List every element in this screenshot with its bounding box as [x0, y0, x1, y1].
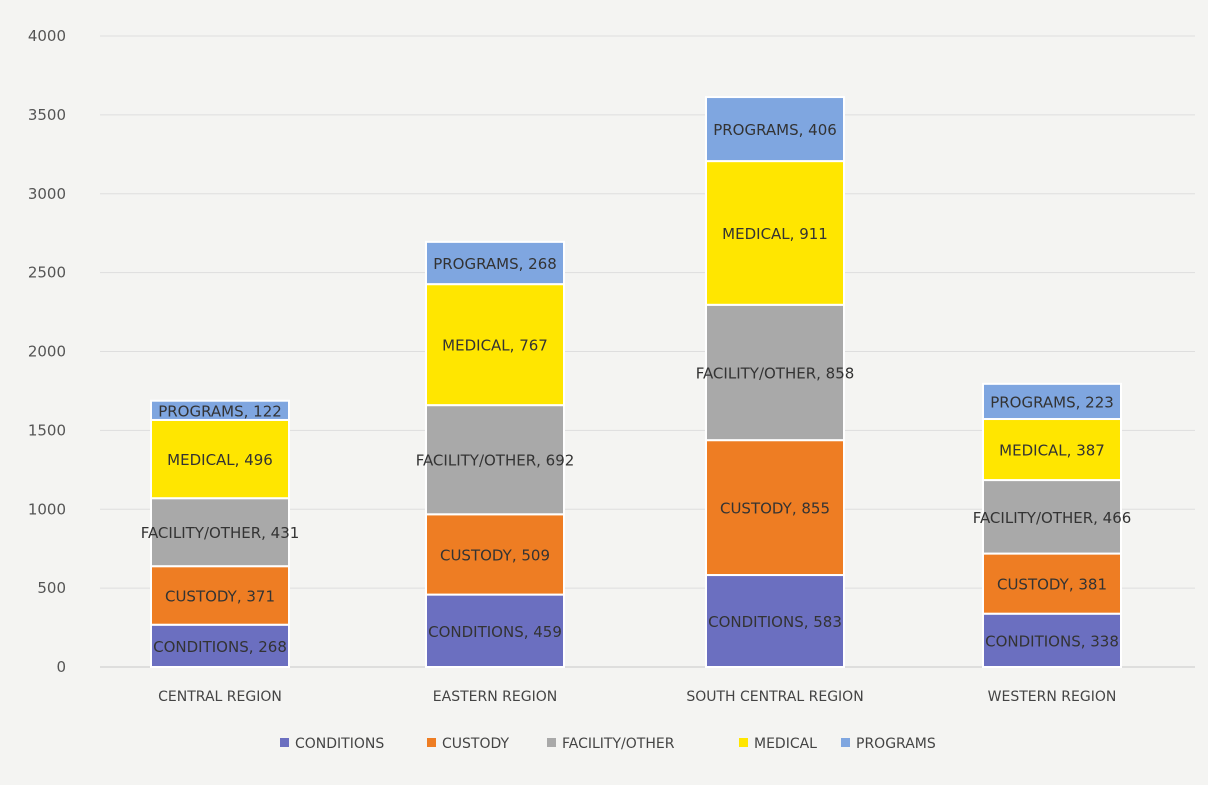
legend-label: MEDICAL	[754, 736, 817, 752]
y-tick-label: 4000	[28, 27, 66, 45]
legend-swatch	[280, 738, 289, 747]
legend-label: CUSTODY	[442, 736, 509, 752]
bar-segment	[705, 439, 845, 577]
data-label: FACILITY/OTHER, 466	[973, 509, 1132, 527]
legend-swatch	[547, 738, 556, 747]
y-tick-label: 3000	[28, 185, 66, 203]
bar-segment	[425, 593, 565, 669]
data-label: FACILITY/OTHER, 431	[141, 524, 300, 542]
data-label: PROGRAMS, 268	[433, 255, 557, 273]
bar-segment	[150, 565, 290, 626]
bar-segment	[705, 574, 845, 668]
data-label: FACILITY/OTHER, 692	[416, 452, 575, 470]
legend-label: FACILITY/OTHER	[562, 736, 675, 752]
bar-segment	[425, 283, 565, 407]
bar-segment	[705, 160, 845, 306]
legend-label: CONDITIONS	[295, 736, 384, 752]
data-label: MEDICAL, 911	[722, 225, 828, 243]
bar-segment	[982, 418, 1122, 482]
bar-segment	[982, 382, 1122, 421]
legend-swatch	[427, 738, 436, 747]
data-label: PROGRAMS, 406	[713, 121, 837, 139]
bar-segment	[705, 96, 845, 163]
data-label: CONDITIONS, 338	[985, 632, 1119, 650]
data-label: FACILITY/OTHER, 858	[696, 364, 855, 382]
data-label: PROGRAMS, 122	[158, 402, 282, 420]
legend: CONDITIONS CUSTODY FACILITY/OTHER MEDICAL PR…	[280, 736, 936, 752]
y-tick-label: 0	[56, 658, 66, 676]
data-label: CUSTODY, 381	[997, 576, 1107, 594]
data-label: PROGRAMS, 223	[990, 393, 1114, 411]
y-tick-label: 1000	[28, 500, 66, 518]
legend-swatch	[841, 738, 850, 747]
bar-segment	[150, 497, 290, 568]
y-axis: 0 500 1000 1500 2000 2500 3000 3500 4000	[28, 27, 66, 676]
legend-swatch	[739, 738, 748, 747]
bar-segment	[982, 612, 1122, 668]
bar-segment	[705, 303, 845, 442]
x-tick-label: CENTRAL REGION	[158, 689, 282, 705]
data-label: CONDITIONS, 459	[428, 623, 562, 641]
y-tick-label: 3500	[28, 106, 66, 124]
bar-segment	[982, 552, 1122, 615]
y-tick-label: 1500	[28, 421, 66, 439]
bar-segment	[982, 479, 1122, 555]
y-tick-label: 2000	[28, 343, 66, 361]
x-tick-label: EASTERN REGION	[433, 689, 557, 705]
bar-segment	[150, 399, 290, 421]
data-label: CUSTODY, 371	[165, 587, 275, 605]
x-axis: CENTRAL REGION EASTERN REGION SOUTH CENTRA…	[158, 689, 1116, 705]
data-label: CONDITIONS, 268	[153, 638, 287, 656]
legend-label: PROGRAMS	[856, 736, 936, 752]
y-tick-label: 500	[37, 579, 66, 597]
y-tick-label: 2500	[28, 264, 66, 282]
bar-segment	[150, 418, 290, 500]
bars	[150, 96, 1122, 669]
bar-segment	[425, 404, 565, 516]
bar-segment	[425, 513, 565, 596]
data-label: CUSTODY, 855	[720, 500, 830, 518]
data-label: CUSTODY, 509	[440, 546, 550, 564]
x-tick-label: WESTERN REGION	[988, 689, 1117, 705]
x-tick-label: SOUTH CENTRAL REGION	[686, 689, 863, 705]
bar-segment	[425, 240, 565, 286]
data-label: CONDITIONS, 583	[708, 613, 842, 631]
data-label: MEDICAL, 387	[999, 442, 1105, 460]
data-labels: CONDITIONS, 268 CUSTODY, 371 FACILITY/OTHE…	[141, 121, 1132, 656]
data-label: MEDICAL, 767	[442, 337, 548, 355]
data-label: MEDICAL, 496	[167, 451, 273, 469]
